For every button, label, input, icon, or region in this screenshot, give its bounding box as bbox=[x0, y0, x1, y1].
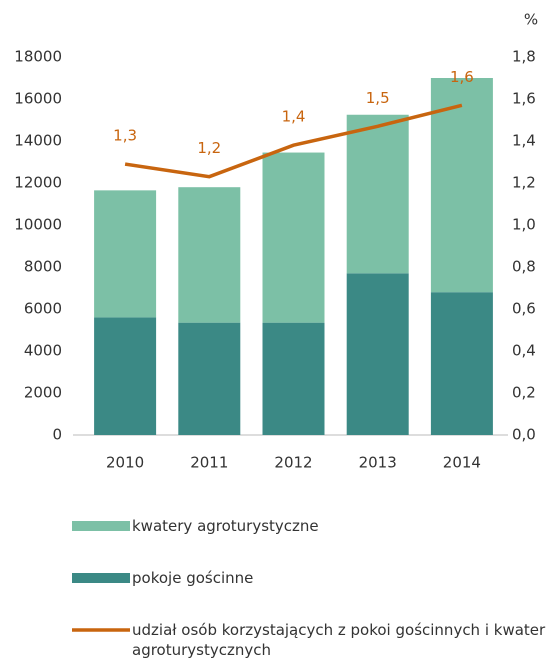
x-tick-label: 2013 bbox=[359, 454, 397, 472]
legend-label: udział osób korzystających z pokoi gości… bbox=[132, 621, 546, 658]
y2-tick-label: 1,2 bbox=[512, 174, 536, 192]
data-label: 1,2 bbox=[197, 139, 221, 157]
legend-label: pokoje gościnne bbox=[132, 569, 254, 587]
bar bbox=[262, 152, 325, 323]
bar bbox=[430, 78, 493, 293]
y-tick-label: 2000 bbox=[24, 384, 62, 402]
y-tick-label: 18000 bbox=[14, 48, 62, 66]
y2-tick-label: 1,0 bbox=[512, 216, 536, 234]
y2-tick-label: 0,6 bbox=[512, 300, 536, 318]
y2-tick-label: 1,8 bbox=[512, 48, 536, 66]
y2-axis-label: % bbox=[524, 11, 538, 29]
data-label: 1,6 bbox=[450, 68, 474, 86]
y2-tick-label: 0,2 bbox=[512, 384, 536, 402]
x-tick-label: 2011 bbox=[190, 454, 228, 472]
y-tick-label: 6000 bbox=[24, 300, 62, 318]
y2-tick-label: 0,0 bbox=[512, 426, 536, 444]
y-tick-label: 8000 bbox=[24, 258, 62, 276]
x-tick-label: 2012 bbox=[274, 454, 312, 472]
y-tick-label: 10000 bbox=[14, 216, 62, 234]
bar bbox=[94, 190, 157, 318]
bar bbox=[262, 322, 325, 435]
y2-tick-label: 1,4 bbox=[512, 132, 536, 150]
x-tick-label: 2014 bbox=[443, 454, 481, 472]
bar bbox=[346, 114, 409, 274]
y2-tick-label: 1,6 bbox=[512, 90, 536, 108]
legend-swatch bbox=[72, 521, 130, 531]
y-tick-label: 0 bbox=[52, 426, 62, 444]
bar bbox=[178, 187, 241, 323]
bar bbox=[346, 273, 409, 435]
legend-swatch bbox=[72, 573, 130, 583]
bar bbox=[178, 322, 241, 435]
y-tick-label: 14000 bbox=[14, 132, 62, 150]
y2-tick-label: 0,4 bbox=[512, 342, 536, 360]
bar bbox=[430, 292, 493, 435]
line bbox=[124, 103, 463, 179]
y-tick-label: 16000 bbox=[14, 90, 62, 108]
data-label: 1,4 bbox=[282, 108, 306, 126]
x-tick-label: 2010 bbox=[106, 454, 144, 472]
y-tick-label: 4000 bbox=[24, 342, 62, 360]
y2-tick-label: 0,8 bbox=[512, 258, 536, 276]
data-label: 1,3 bbox=[113, 127, 137, 145]
bar bbox=[94, 317, 157, 435]
data-label: 1,5 bbox=[366, 89, 390, 107]
legend-label: kwatery agroturystyczne bbox=[132, 517, 319, 535]
y-tick-label: 12000 bbox=[14, 174, 62, 192]
